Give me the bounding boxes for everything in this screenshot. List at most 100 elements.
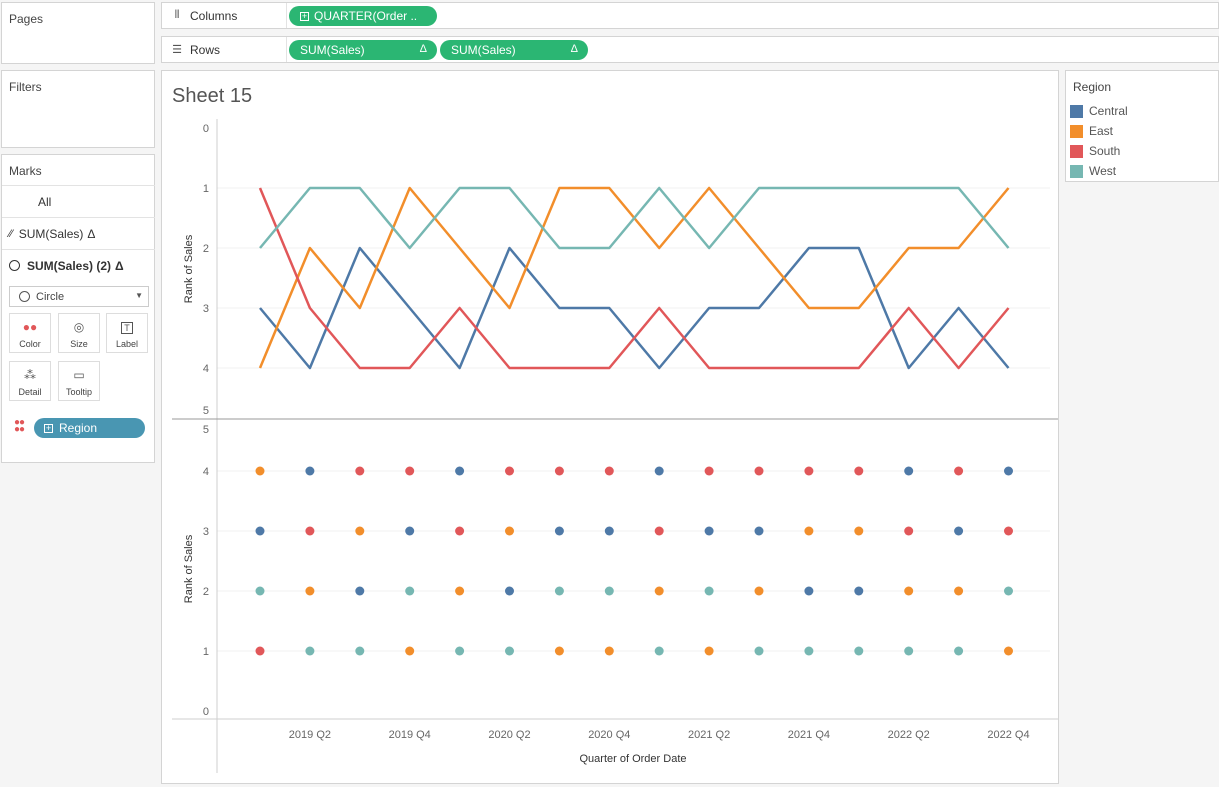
data-point-central <box>355 586 365 596</box>
quarter-pill[interactable]: + QUARTER(Order .. <box>289 6 437 26</box>
chevron-down-icon: ▼ <box>135 291 143 300</box>
legend-item-south[interactable]: South <box>1070 142 1120 160</box>
data-point-east <box>804 526 814 536</box>
label-button[interactable]: T Label <box>106 313 148 353</box>
marks-layer1-tab[interactable]: ⁄⁄ SUM(Sales) Δ <box>2 217 155 249</box>
tooltip-speech-icon: ▭ <box>73 368 85 382</box>
detail-icon: ⁂ <box>24 368 36 382</box>
y-tick-label-top: 2 <box>203 243 209 255</box>
data-point-south <box>604 466 614 476</box>
tooltip-button[interactable]: ▭ Tooltip <box>58 361 100 401</box>
plus-box-icon: + <box>300 10 309 21</box>
y-tick-label-bottom: 2 <box>203 586 209 598</box>
data-point-west <box>405 586 415 596</box>
data-point-east <box>904 586 914 596</box>
data-point-east <box>754 586 764 596</box>
legend-panel: Region Central East South West <box>1065 70 1219 182</box>
data-point-west <box>554 586 564 596</box>
x-tick-label: 2021 Q2 <box>688 729 730 741</box>
data-point-east <box>305 586 315 596</box>
rows-shelf[interactable]: ☰ Rows SUM(Sales) Δ SUM(Sales) Δ <box>161 36 1219 63</box>
marks-layer1-label: SUM(Sales) <box>18 226 84 241</box>
region-pill[interactable]: + Region <box>34 418 145 438</box>
data-point-west <box>804 646 814 656</box>
data-point-south <box>305 526 315 536</box>
sum-sales-pill-1[interactable]: SUM(Sales) Δ <box>289 40 437 60</box>
legend-swatch <box>1070 144 1083 158</box>
data-point-central <box>854 586 864 596</box>
data-point-west <box>355 646 365 656</box>
data-point-south <box>405 466 415 476</box>
label-t-icon: T <box>121 322 133 334</box>
data-point-south <box>804 466 814 476</box>
legend-swatch <box>1070 104 1083 118</box>
data-point-south <box>554 466 564 476</box>
columns-icon: ⦀ <box>174 9 180 21</box>
detail-button[interactable]: ⁂ Detail <box>9 361 51 401</box>
data-point-central <box>554 526 564 536</box>
data-point-east <box>355 526 365 536</box>
marks-layer2-label: SUM(Sales) (2) <box>27 258 112 273</box>
data-point-east <box>604 646 614 656</box>
data-point-central <box>904 466 914 476</box>
y-tick-label-bottom: 0 <box>203 706 209 718</box>
chart-svg[interactable]: 0 1 2 3 4 5 0 1 2 3 4 5 Rank of Sales Rank of Sales 20… <box>162 71 1058 783</box>
y-tick-label-top: 1 <box>203 183 209 195</box>
pages-panel[interactable]: Pages <box>1 2 155 64</box>
data-point-central <box>255 526 265 536</box>
data-point-west <box>1004 586 1013 596</box>
delta-icon: Δ <box>419 43 427 55</box>
pages-title: Pages <box>9 12 44 26</box>
y-tick-label-bottom: 1 <box>203 646 209 658</box>
legend-swatch <box>1070 124 1083 138</box>
data-point-south <box>255 646 265 656</box>
marks-layer2-tab[interactable]: SUM(Sales) (2) Δ <box>2 249 155 281</box>
x-tick-label: 2021 Q4 <box>788 729 830 741</box>
sum-sales-pill-2[interactable]: SUM(Sales) Δ <box>440 40 588 60</box>
columns-shelf[interactable]: ⦀ Columns + QUARTER(Order .. <box>161 2 1219 29</box>
data-point-west <box>854 646 864 656</box>
color-button[interactable]: ●● Color <box>9 313 51 353</box>
filters-panel[interactable]: Filters <box>1 70 155 148</box>
marks-all-tab[interactable]: All <box>2 185 155 217</box>
delta-icon: Δ <box>570 43 578 55</box>
color-dots-icon: ●● <box>22 320 38 334</box>
y-tick-label-top: 3 <box>203 303 209 315</box>
legend-item-central[interactable]: Central <box>1070 102 1128 120</box>
y-tick-label-top: 5 <box>203 405 209 417</box>
data-point-east <box>1004 646 1013 656</box>
data-point-central <box>455 466 465 476</box>
data-point-central <box>505 586 514 596</box>
legend-item-west[interactable]: West <box>1070 162 1116 180</box>
y-tick-label-bottom: 5 <box>203 424 209 436</box>
y-tick-label-top: 0 <box>203 123 209 135</box>
sum-sales-pill-2-label: SUM(Sales) <box>451 43 516 57</box>
data-point-central <box>754 526 764 536</box>
data-point-central <box>954 526 964 536</box>
y-tick-label-bottom: 4 <box>203 466 209 478</box>
x-tick-label: 2022 Q4 <box>987 729 1029 741</box>
filters-title: Filters <box>9 80 42 94</box>
legend-label: South <box>1089 144 1121 158</box>
delta-icon: Δ <box>87 226 96 241</box>
data-point-east <box>255 466 265 476</box>
tooltip-button-label: Tooltip <box>65 387 92 397</box>
data-point-east <box>854 526 864 536</box>
data-point-west <box>604 586 614 596</box>
rows-icon: ☰ <box>172 44 182 56</box>
data-point-east <box>704 646 714 656</box>
x-tick-label: 2020 Q2 <box>488 729 530 741</box>
data-point-west <box>904 646 914 656</box>
plus-box-icon: + <box>44 422 53 433</box>
mark-type-dropdown[interactable]: Circle ▼ <box>9 286 149 307</box>
data-point-west <box>704 586 714 596</box>
data-point-east <box>654 586 664 596</box>
region-pill-label: Region <box>59 421 98 435</box>
y-tick-label-bottom: 3 <box>203 526 209 538</box>
circle-icon <box>19 291 30 302</box>
data-point-central <box>1004 466 1013 476</box>
size-button[interactable]: ◎ Size <box>58 313 100 353</box>
data-point-south <box>1004 526 1013 536</box>
legend-item-east[interactable]: East <box>1070 122 1113 140</box>
data-point-south <box>954 466 964 476</box>
